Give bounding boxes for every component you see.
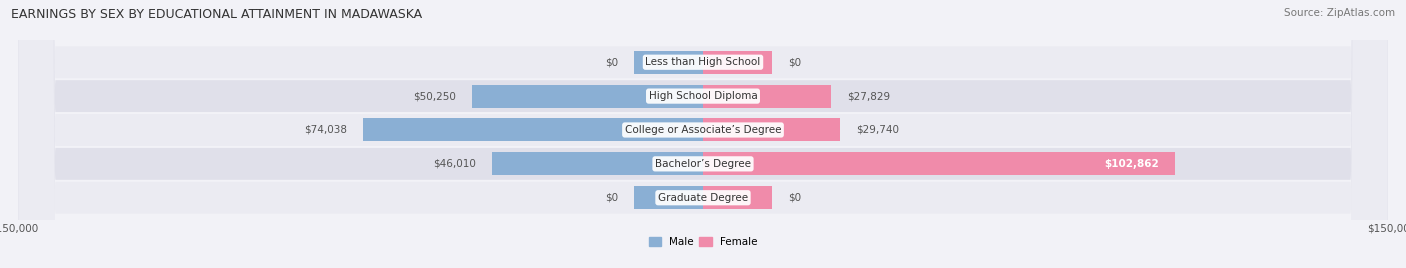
Text: $46,010: $46,010 [433,159,475,169]
Text: Bachelor’s Degree: Bachelor’s Degree [655,159,751,169]
Bar [703,186,772,209]
Bar [472,85,703,108]
Text: Graduate Degree: Graduate Degree [658,193,748,203]
Bar [703,118,839,142]
Legend: Male, Female: Male, Female [648,237,758,247]
FancyBboxPatch shape [18,0,1388,268]
FancyBboxPatch shape [18,0,1388,268]
Text: $29,740: $29,740 [856,125,898,135]
Text: $0: $0 [787,57,801,67]
Text: College or Associate’s Degree: College or Associate’s Degree [624,125,782,135]
Text: $102,862: $102,862 [1105,159,1160,169]
Text: High School Diploma: High School Diploma [648,91,758,101]
Text: $0: $0 [787,193,801,203]
Text: Less than High School: Less than High School [645,57,761,67]
FancyBboxPatch shape [18,0,1388,268]
Text: $0: $0 [605,57,619,67]
FancyBboxPatch shape [18,0,1388,268]
Text: $27,829: $27,829 [846,91,890,101]
Bar [363,118,703,142]
Text: $50,250: $50,250 [413,91,456,101]
Text: $0: $0 [605,193,619,203]
Bar [703,152,1175,175]
Bar [703,85,831,108]
Text: $74,038: $74,038 [304,125,347,135]
Text: EARNINGS BY SEX BY EDUCATIONAL ATTAINMENT IN MADAWASKA: EARNINGS BY SEX BY EDUCATIONAL ATTAINMEN… [11,8,422,21]
Text: Source: ZipAtlas.com: Source: ZipAtlas.com [1284,8,1395,18]
FancyBboxPatch shape [18,0,1388,268]
Bar [634,51,703,74]
Bar [703,51,772,74]
Bar [492,152,703,175]
Bar [634,186,703,209]
